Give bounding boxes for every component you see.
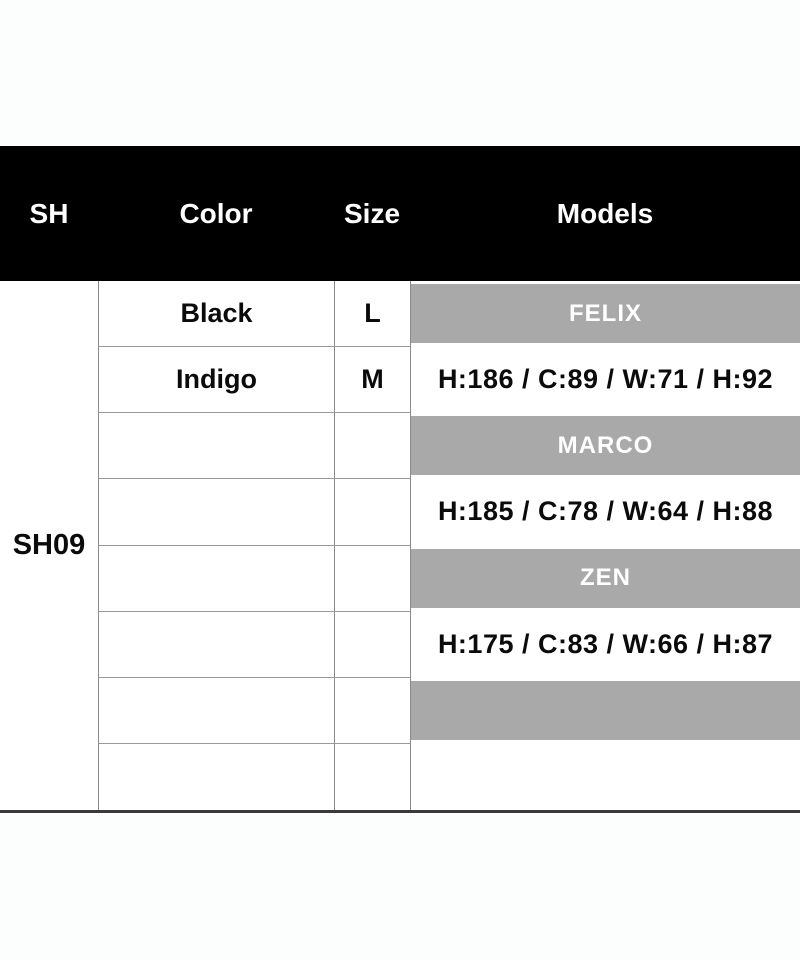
- model-measurements: [411, 747, 800, 806]
- table-bottom-rule: [0, 810, 800, 813]
- size-chart-header: SH Color Size Models: [0, 146, 800, 281]
- size-cell: M: [334, 347, 410, 414]
- models-cell: ZEN: [410, 545, 800, 612]
- color-cell: [98, 413, 334, 480]
- models-cell: [410, 743, 800, 810]
- header-cell-models: Models: [556, 197, 654, 229]
- models-cell: [410, 677, 800, 744]
- model-name-band: ZEN: [411, 548, 800, 608]
- product-code-cell: SH09: [12, 529, 86, 561]
- table-row: [98, 677, 800, 744]
- table-row: H:175 / C:83 / W:66 / H:87: [98, 611, 800, 678]
- model-name-band: FELIX: [411, 284, 800, 344]
- models-cell: H:185 / C:78 / W:64 / H:88: [410, 479, 800, 546]
- models-cell: H:175 / C:83 / W:66 / H:87: [410, 611, 800, 678]
- size-cell: [334, 743, 410, 810]
- model-name-band: [411, 680, 800, 740]
- color-cell: [98, 479, 334, 546]
- size-cell: [334, 677, 410, 744]
- model-measurements: H:186 / C:89 / W:71 / H:92: [437, 364, 774, 395]
- color-cell: [98, 677, 334, 744]
- size-cell: [334, 479, 410, 546]
- color-cell: [98, 611, 334, 678]
- table-row: Black L FELIX: [98, 281, 800, 348]
- table-row: Indigo M H:186 / C:89 / W:71 / H:92: [98, 347, 800, 414]
- table-row: H:185 / C:78 / W:64 / H:88: [98, 479, 800, 546]
- models-cell: MARCO: [410, 413, 800, 480]
- models-cell: FELIX: [410, 281, 800, 348]
- color-cell: [98, 545, 334, 612]
- header-cell-color: Color: [179, 197, 253, 229]
- color-cell: Indigo: [98, 347, 334, 414]
- size-cell: [334, 413, 410, 480]
- table-row: ZEN: [98, 545, 800, 612]
- model-name-band: MARCO: [411, 416, 800, 476]
- header-cell-size: Size: [343, 197, 401, 229]
- models-cell: H:186 / C:89 / W:71 / H:92: [410, 347, 800, 414]
- size-cell: [334, 545, 410, 612]
- table-row: MARCO: [98, 413, 800, 480]
- model-measurements: H:185 / C:78 / W:64 / H:88: [437, 496, 774, 527]
- color-cell: Black: [98, 281, 334, 348]
- color-cell: [98, 743, 334, 810]
- model-measurements: H:175 / C:83 / W:66 / H:87: [437, 628, 774, 659]
- size-cell: [334, 611, 410, 678]
- size-chart-body: SH09 Black L FELIX Indigo M H:186 / C:89…: [0, 281, 800, 810]
- header-cell-sh: SH: [29, 197, 69, 229]
- table-rows: Black L FELIX Indigo M H:186 / C:89 / W:…: [98, 281, 800, 810]
- table-row: [98, 743, 800, 810]
- size-cell: L: [334, 281, 410, 348]
